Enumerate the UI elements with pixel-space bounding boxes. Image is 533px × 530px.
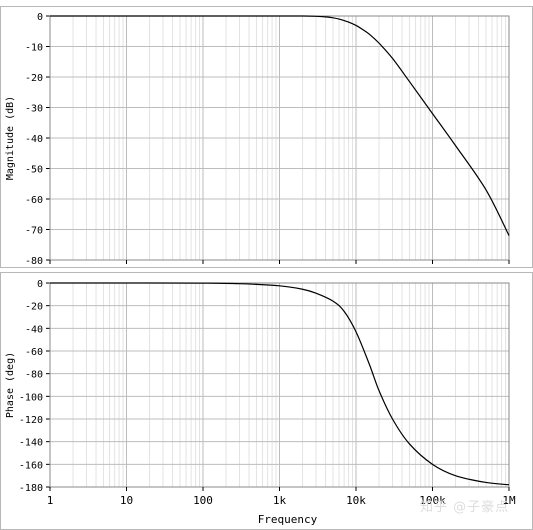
x-tick-label: 100 — [193, 494, 213, 507]
y-tick-label: 0 — [37, 279, 43, 290]
y-tick-label: -60 — [25, 195, 43, 206]
y-tick-label: -10 — [25, 43, 43, 54]
y-axis-label: Magnitude (dB) — [5, 96, 16, 180]
x-tick-label: 10 — [120, 494, 133, 507]
y-tick-label: -80 — [25, 370, 43, 381]
phase-panel: 0 -20 -40 -60 -80 -100 -120 -140 -160 -180 1 10 100 1… — [0, 272, 533, 530]
x-tick-label: 100k — [419, 494, 446, 507]
y-tick-label: -120 — [19, 415, 43, 426]
y-tick-label: 0 — [37, 12, 43, 23]
y-tick-label: -20 — [25, 302, 43, 313]
x-tick-label: 1k — [273, 494, 287, 507]
x-tick-label: 1 — [47, 494, 54, 507]
y-tick-label: -40 — [25, 134, 43, 145]
y-tick-label: -40 — [25, 324, 43, 335]
panel-frame — [0, 6, 533, 268]
x-tick-label: 1M — [502, 494, 516, 507]
panel-frame — [0, 272, 533, 530]
x-axis-label: Frequency — [258, 513, 318, 526]
phase-curve — [49, 282, 510, 486]
y-tick-label: -70 — [25, 226, 43, 237]
watermark-text: 知乎 @子豪点 — [420, 500, 510, 515]
y-axis-label: Phase (deg) — [5, 352, 16, 418]
y-tick-label: -80 — [25, 256, 43, 267]
y-tick-label: -180 — [19, 483, 43, 494]
y-tick-label: -60 — [25, 347, 43, 358]
y-tick-label: -140 — [19, 438, 43, 449]
x-tick-label: 10k — [346, 494, 366, 507]
magnitude-panel: 0 -10 -20 -30 -40 -50 -60 -70 -80 Magnitude (dB) — [0, 6, 533, 268]
y-tick-label: -160 — [19, 460, 43, 471]
y-tick-label: -100 — [19, 392, 43, 403]
magnitude-curve — [49, 15, 510, 236]
y-tick-label: -50 — [25, 165, 43, 176]
y-tick-label: -20 — [25, 73, 43, 84]
y-tick-label: -30 — [25, 104, 43, 115]
